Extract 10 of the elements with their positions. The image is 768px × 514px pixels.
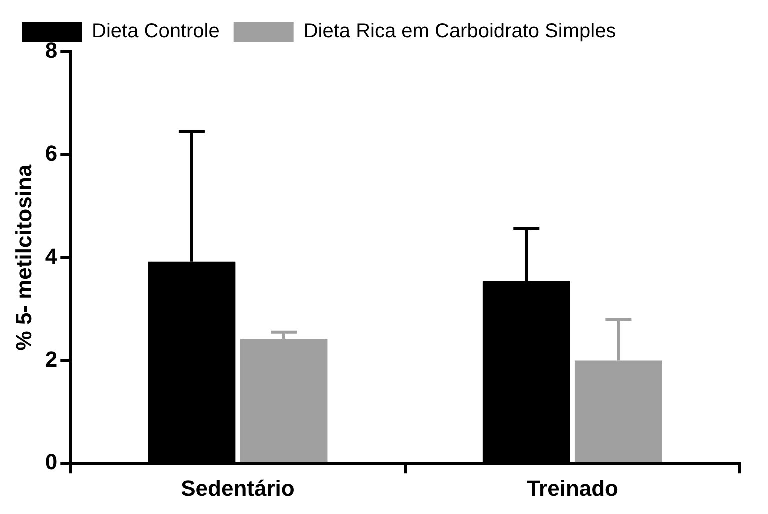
y-tick-label: 6	[45, 140, 58, 166]
legend-label: Dieta Controle	[92, 20, 220, 43]
x-tick-label: Sedentário	[181, 476, 295, 501]
x-tick-label: Treinado	[526, 476, 619, 501]
y-tick-label: 8	[45, 38, 58, 64]
y-tick-label: 0	[45, 450, 58, 475]
y-axis-title: % 5- metilcitosina	[11, 164, 36, 351]
y-tick-label: 2	[45, 346, 58, 372]
legend-label: Dieta Rica em Carboidrato Simples	[304, 20, 616, 43]
y-tick-label: 4	[45, 244, 58, 269]
